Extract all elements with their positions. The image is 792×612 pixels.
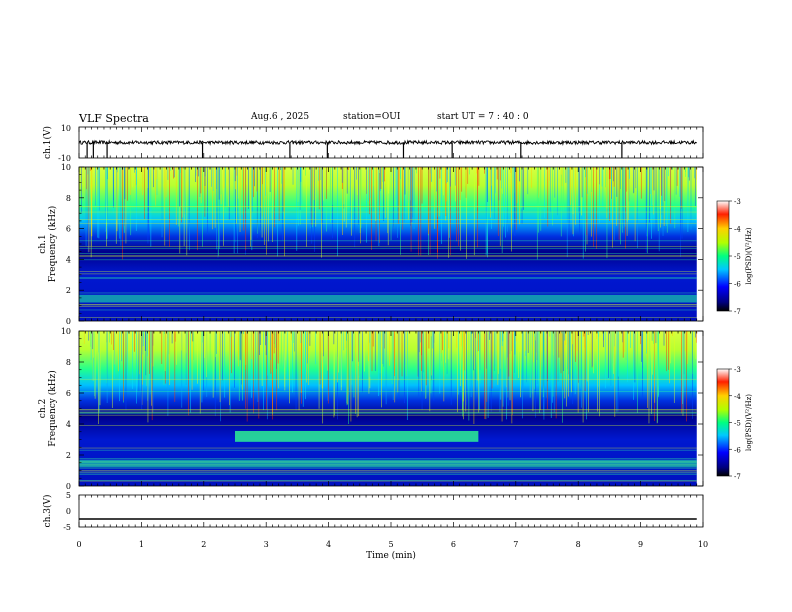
y-tick-label: 6 — [66, 225, 71, 234]
x-tick-label: 6 — [451, 540, 456, 549]
spectrogram-ylabel: ch.1Frequency (kHz) — [38, 206, 58, 283]
y-tick-label: 2 — [66, 286, 71, 295]
y-tick-label: 4 — [66, 255, 71, 264]
y-tick-label: 10 — [61, 327, 71, 336]
y-tick-label: 5 — [66, 491, 71, 500]
x-tick-label: 4 — [326, 540, 331, 549]
x-tick-label: 10 — [698, 540, 708, 549]
spectrogram-ch2 — [79, 331, 697, 486]
y-tick-label: 0 — [66, 317, 71, 326]
x-tick-label: 2 — [201, 540, 206, 549]
colorbar-tick-label: -7 — [734, 473, 741, 481]
spectrogram-ch1 — [78, 167, 697, 321]
start-time-label: start UT = 7 : 40 : 0 — [437, 112, 529, 122]
x-tick-label: 7 — [513, 540, 518, 549]
x-tick-label: 8 — [576, 540, 581, 549]
y-tick-label: 10 — [61, 124, 71, 133]
y-tick-label: 4 — [66, 420, 71, 429]
x-tick-label: 9 — [638, 540, 643, 549]
ch1-waveform-ylabel: ch.1(V) — [42, 126, 53, 159]
y-tick-label: 10 — [61, 163, 71, 172]
y-tick-label: 0 — [66, 482, 71, 491]
colorbar-tick-label: -7 — [734, 308, 741, 316]
colorbar — [716, 368, 730, 477]
ch1-waveform — [78, 139, 697, 146]
y-tick-label: -10 — [58, 154, 71, 163]
y-tick-label: 2 — [66, 451, 71, 460]
colorbar-tick-label: -5 — [734, 420, 741, 428]
date-label: Aug.6 , 2025 — [251, 112, 310, 122]
colorbar-label: log(PSD)(V²/Hz) — [745, 227, 753, 284]
chart-title: VLF Spectra — [79, 112, 149, 125]
y-tick-label: 8 — [66, 194, 71, 203]
x-axis-label: Time (min) — [366, 550, 416, 561]
colorbar-tick-label: -5 — [734, 253, 741, 261]
spectrogram-band — [79, 294, 697, 303]
ch3-ylabel: ch.3(V) — [42, 495, 53, 528]
colorbar-tick-label: -4 — [734, 393, 741, 401]
colorbar-tick-label: -4 — [734, 226, 741, 234]
spectrogram-band — [79, 459, 697, 468]
x-tick-label: 1 — [139, 540, 144, 549]
y-tick-label: 6 — [66, 389, 71, 398]
colorbar-tick-label: -3 — [734, 198, 741, 206]
spectrogram-ylabel: ch.2Frequency (kHz) — [38, 370, 58, 447]
station-label: station=OUI — [343, 112, 401, 122]
y-tick-label: -5 — [63, 523, 71, 532]
colorbar — [716, 200, 730, 312]
colorbar-tick-label: -6 — [734, 281, 741, 289]
colorbar-tick-label: -6 — [734, 446, 741, 454]
x-tick-label: 0 — [76, 540, 81, 549]
x-tick-label: 5 — [388, 540, 393, 549]
colorbar-label: log(PSD)(V²/Hz) — [745, 394, 753, 451]
spectrogram-band — [235, 430, 479, 442]
colorbar-tick-label: -3 — [734, 366, 741, 374]
x-tick-label: 3 — [264, 540, 269, 549]
y-tick-label: 8 — [66, 358, 71, 367]
y-tick-label: 0 — [66, 507, 71, 516]
